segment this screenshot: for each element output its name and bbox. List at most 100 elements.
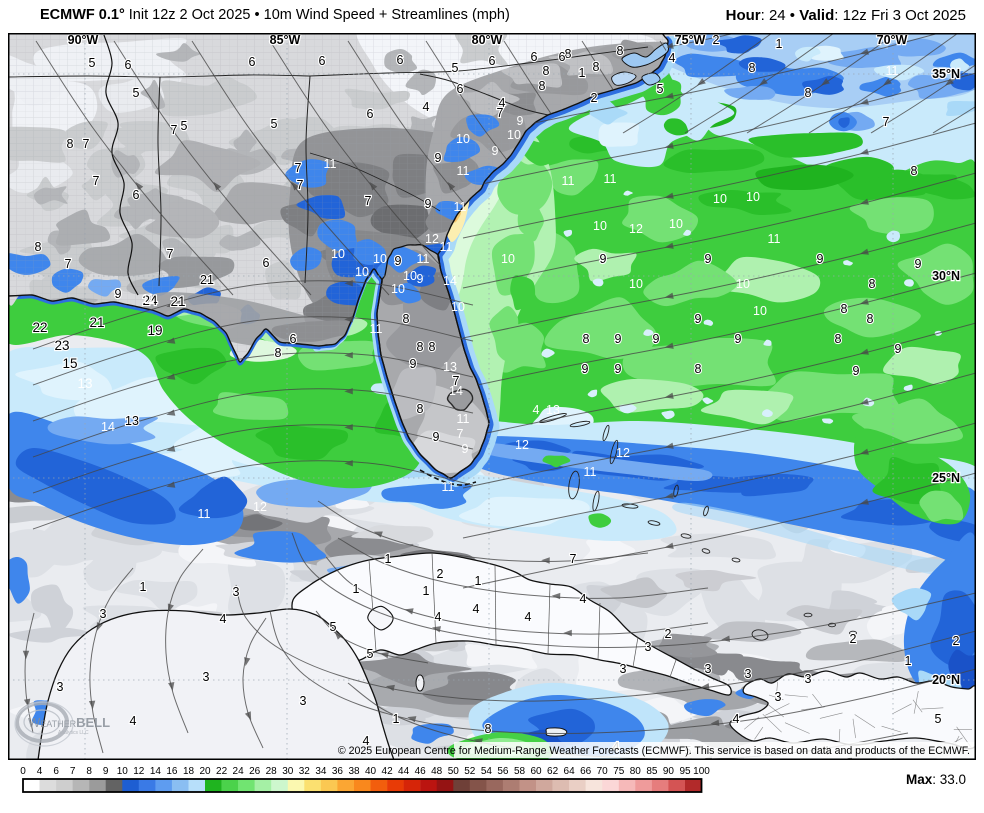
- svg-text:7: 7: [83, 137, 90, 151]
- svg-text:50: 50: [448, 766, 460, 777]
- svg-text:6: 6: [367, 107, 374, 121]
- svg-text:9: 9: [705, 252, 712, 266]
- svg-text:20°N: 20°N: [932, 673, 960, 687]
- svg-text:9: 9: [433, 430, 440, 444]
- svg-text:11: 11: [324, 157, 337, 171]
- svg-text:22: 22: [216, 766, 228, 777]
- svg-text:3: 3: [203, 670, 210, 684]
- svg-text:13: 13: [546, 403, 560, 417]
- svg-text:7: 7: [295, 161, 302, 175]
- svg-text:5: 5: [181, 119, 188, 133]
- svg-text:8: 8: [67, 137, 74, 151]
- svg-text:1: 1: [353, 582, 360, 596]
- svg-text:11: 11: [442, 480, 455, 494]
- svg-text:21: 21: [170, 294, 185, 309]
- svg-text:12: 12: [253, 500, 267, 514]
- svg-text:11: 11: [457, 164, 470, 178]
- svg-text:4: 4: [130, 714, 137, 728]
- svg-text:© 2025 European Centre for Med: © 2025 European Centre for Medium-Range …: [338, 745, 970, 757]
- svg-text:4: 4: [669, 51, 676, 65]
- svg-text:7: 7: [167, 247, 174, 261]
- svg-text:70: 70: [597, 766, 609, 777]
- svg-text:10: 10: [753, 304, 767, 318]
- svg-text:8: 8: [583, 332, 590, 346]
- svg-text:70°W: 70°W: [877, 33, 908, 47]
- svg-text:2: 2: [713, 33, 720, 47]
- svg-text:9: 9: [425, 197, 432, 211]
- svg-text:30°N: 30°N: [932, 269, 960, 283]
- svg-text:46: 46: [415, 766, 427, 777]
- svg-text:10: 10: [373, 252, 387, 266]
- svg-text:12: 12: [629, 222, 643, 236]
- svg-text:7: 7: [70, 766, 76, 777]
- svg-text:10: 10: [507, 128, 521, 142]
- svg-text:8: 8: [539, 79, 546, 93]
- svg-text:40: 40: [365, 766, 377, 777]
- svg-text:75°W: 75°W: [675, 33, 706, 47]
- svg-text:5: 5: [657, 82, 664, 96]
- svg-text:10: 10: [117, 766, 129, 777]
- svg-text:1: 1: [140, 580, 147, 594]
- svg-text:6: 6: [457, 82, 464, 96]
- svg-text:4: 4: [473, 602, 480, 616]
- svg-text:64: 64: [564, 766, 576, 777]
- svg-text:8: 8: [543, 64, 550, 78]
- svg-text:11: 11: [768, 232, 781, 246]
- svg-text:58: 58: [514, 766, 526, 777]
- svg-text:6: 6: [133, 188, 140, 202]
- svg-text:7: 7: [883, 115, 890, 129]
- svg-text:90°W: 90°W: [68, 33, 99, 47]
- svg-text:5: 5: [452, 61, 459, 75]
- svg-text:9: 9: [417, 272, 424, 286]
- svg-text:3: 3: [100, 607, 107, 621]
- svg-text:44: 44: [398, 766, 410, 777]
- svg-text:11: 11: [562, 174, 575, 188]
- svg-text:11: 11: [440, 240, 453, 254]
- svg-text:11: 11: [457, 412, 470, 426]
- svg-text:14: 14: [150, 766, 162, 777]
- svg-text:10: 10: [391, 282, 405, 296]
- svg-text:11: 11: [886, 64, 899, 78]
- svg-text:14: 14: [443, 274, 457, 288]
- svg-text:54: 54: [481, 766, 493, 777]
- svg-text:5: 5: [133, 86, 140, 100]
- svg-text:4: 4: [363, 734, 370, 748]
- svg-text:4: 4: [220, 612, 227, 626]
- svg-text:100: 100: [693, 766, 710, 777]
- svg-text:8: 8: [841, 302, 848, 316]
- svg-text:13: 13: [77, 376, 92, 391]
- svg-text:2: 2: [850, 632, 857, 646]
- svg-text:6: 6: [53, 766, 59, 777]
- svg-text:26: 26: [249, 766, 261, 777]
- svg-text:9: 9: [853, 364, 860, 378]
- svg-text:10: 10: [501, 252, 515, 266]
- svg-text:14: 14: [449, 384, 463, 398]
- svg-text:8: 8: [911, 164, 918, 178]
- svg-text:28: 28: [266, 766, 278, 777]
- svg-text:9: 9: [915, 257, 922, 271]
- svg-text:4: 4: [499, 96, 506, 110]
- svg-text:48: 48: [431, 766, 443, 777]
- svg-text:8: 8: [749, 61, 756, 75]
- svg-text:6: 6: [125, 58, 132, 72]
- svg-text:36: 36: [332, 766, 344, 777]
- svg-text:7: 7: [457, 427, 464, 441]
- svg-text:22: 22: [32, 320, 47, 335]
- svg-text:4: 4: [435, 610, 442, 624]
- svg-text:9: 9: [435, 151, 442, 165]
- svg-text:7: 7: [93, 174, 100, 188]
- svg-text:2: 2: [665, 627, 672, 641]
- svg-text:85: 85: [646, 766, 658, 777]
- svg-text:4: 4: [423, 100, 430, 114]
- svg-text:10: 10: [713, 192, 727, 206]
- svg-text:4: 4: [580, 592, 587, 606]
- svg-text:9: 9: [582, 362, 589, 376]
- svg-text:8: 8: [429, 340, 436, 354]
- svg-text:52: 52: [464, 766, 476, 777]
- svg-text:60: 60: [530, 766, 542, 777]
- svg-text:8: 8: [275, 346, 282, 360]
- svg-text:3: 3: [775, 690, 782, 704]
- svg-text:32: 32: [299, 766, 311, 777]
- svg-text:5: 5: [935, 712, 942, 726]
- svg-text:3: 3: [233, 585, 240, 599]
